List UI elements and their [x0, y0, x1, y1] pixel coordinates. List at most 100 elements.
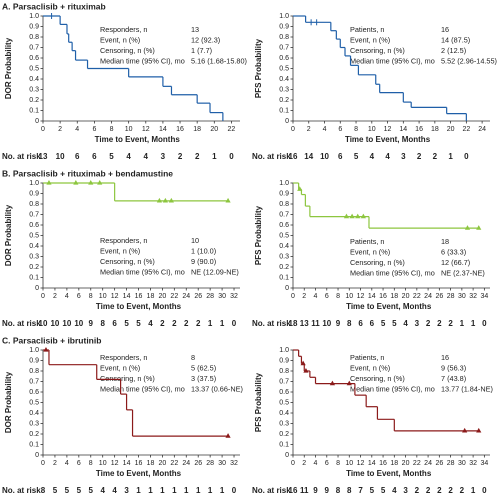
stat-value: 14 (87.5) — [441, 35, 470, 44]
x-tick-label: 20 — [158, 460, 166, 467]
at-risk-count: 3 — [124, 486, 129, 495]
x-tick-label: 2 — [302, 293, 306, 300]
x-tick-label: 10 — [99, 460, 107, 467]
x-tick-label: 22 — [462, 126, 470, 133]
x-tick-label: 4 — [314, 460, 318, 467]
x-tick-label: 0 — [291, 293, 295, 300]
at-risk-count: 6 — [112, 319, 117, 328]
stat-value: 2 (12.5) — [441, 46, 466, 55]
at-risk-count: 5 — [77, 486, 82, 495]
at-risk-count: 13 — [300, 319, 309, 328]
at-risk-count: 2 — [426, 486, 431, 495]
stat-label: Median time (95% CI), mo — [350, 268, 435, 277]
y-tick-label: 1.0 — [29, 347, 39, 354]
at-risk-count: 9 — [313, 486, 318, 495]
at-risk-count: 1 — [460, 319, 465, 328]
x-tick-label: 18 — [147, 293, 155, 300]
y-tick-label: 0.9 — [29, 23, 39, 30]
at-risk-count: 7 — [358, 486, 363, 495]
y-tick-label: 0.6 — [279, 55, 289, 62]
y-tick-label: 0.9 — [279, 23, 289, 30]
at-risk-count: 6 — [370, 319, 375, 328]
stat-value: 8 — [191, 353, 195, 362]
at-risk-count: 10 — [74, 319, 83, 328]
at-risk-count: 1 — [148, 486, 153, 495]
x-tick-label: 8 — [336, 460, 340, 467]
y-tick-label: 0.4 — [279, 76, 289, 83]
at-risk-count: 4 — [392, 486, 397, 495]
x-tick-label: 4 — [314, 293, 318, 300]
x-tick-label: 10 — [345, 293, 353, 300]
at-risk-count: 5 — [65, 486, 70, 495]
stat-value: 3 (37.5) — [191, 374, 216, 383]
y-tick-label: 0.6 — [29, 389, 39, 396]
stat-label: Censoring, n (%) — [350, 258, 405, 267]
at-risk-count: 2 — [172, 319, 177, 328]
x-tick-label: 10 — [345, 460, 353, 467]
at-risk-count: 0 — [232, 319, 237, 328]
y-tick-label: 0 — [285, 452, 289, 459]
x-axis-label: Time to Event, Months — [96, 469, 182, 478]
y-tick-label: 0.8 — [279, 201, 289, 208]
stat-label: Censoring, n (%) — [100, 46, 155, 55]
x-tick-label: 14 — [159, 126, 167, 133]
x-tick-label: 24 — [182, 460, 190, 467]
y-tick-label: 0.5 — [29, 399, 39, 406]
y-tick-label: 0.5 — [29, 232, 39, 239]
x-tick-label: 18 — [390, 293, 398, 300]
stat-label: Patients, n — [350, 25, 384, 34]
x-tick-label: 20 — [402, 293, 410, 300]
stat-value: 1 (10.0) — [191, 246, 216, 255]
stat-value: 9 (90.0) — [191, 257, 216, 266]
x-tick-label: 30 — [218, 293, 226, 300]
stat-value: 13 — [191, 25, 199, 34]
y-tick-label: 0.4 — [279, 410, 289, 417]
stat-label: Censoring, n (%) — [100, 257, 155, 266]
at-risk-count: 1 — [208, 319, 213, 328]
at-risk-count: 0 — [482, 486, 487, 495]
at-risk-count: 1 — [196, 486, 201, 495]
x-tick-label: 0 — [41, 293, 45, 300]
at-risk-count: 1 — [212, 152, 217, 161]
x-tick-label: 16 — [379, 293, 387, 300]
censor-mark — [329, 380, 335, 386]
x-tick-label: 12 — [357, 460, 365, 467]
at-risk-count: 2 — [196, 319, 201, 328]
stat-label: Event, n (%) — [100, 35, 140, 44]
y-tick-label: 0.7 — [279, 378, 289, 385]
x-tick-label: 16 — [135, 293, 143, 300]
at-risk-count: 2 — [426, 319, 431, 328]
at-risk-count: 2 — [160, 319, 165, 328]
x-tick-label: 0 — [41, 126, 45, 133]
y-tick-label: 0.9 — [279, 357, 289, 364]
at-risk-count: 5 — [370, 486, 375, 495]
at-risk-count: 9 — [89, 319, 94, 328]
y-tick-label: 0.9 — [279, 190, 289, 197]
at-risk-count: 1 — [471, 486, 476, 495]
x-tick-label: 32 — [230, 460, 238, 467]
at-risk-count: 4 — [403, 319, 408, 328]
x-tick-label: 8 — [89, 293, 93, 300]
x-tick-label: 10 — [368, 126, 376, 133]
at-risk-count: 1 — [172, 486, 177, 495]
at-risk-count: 1 — [184, 486, 189, 495]
x-tick-label: 14 — [123, 460, 131, 467]
at-risk-count: 9 — [325, 486, 330, 495]
x-tick-label: 0 — [41, 460, 45, 467]
at-risk-count: 0 — [482, 319, 487, 328]
censor-mark — [346, 380, 352, 386]
stat-label: Event, n (%) — [100, 363, 140, 372]
stat-label: Event, n (%) — [350, 363, 390, 372]
censor-mark — [303, 368, 309, 373]
stat-label: Median time (95% CI), mo — [350, 56, 435, 65]
stat-label: Median time (95% CI), mo — [350, 384, 435, 393]
x-tick-label: 16 — [415, 126, 423, 133]
censor-mark — [43, 347, 49, 352]
at-risk-count: 8 — [336, 486, 341, 495]
at-risk-count: 3 — [403, 486, 408, 495]
y-tick-label: 0.2 — [279, 264, 289, 271]
x-tick-label: 2 — [307, 126, 311, 133]
censor-mark — [225, 197, 231, 203]
y-tick-label: 0 — [35, 452, 39, 459]
x-tick-label: 4 — [323, 126, 327, 133]
